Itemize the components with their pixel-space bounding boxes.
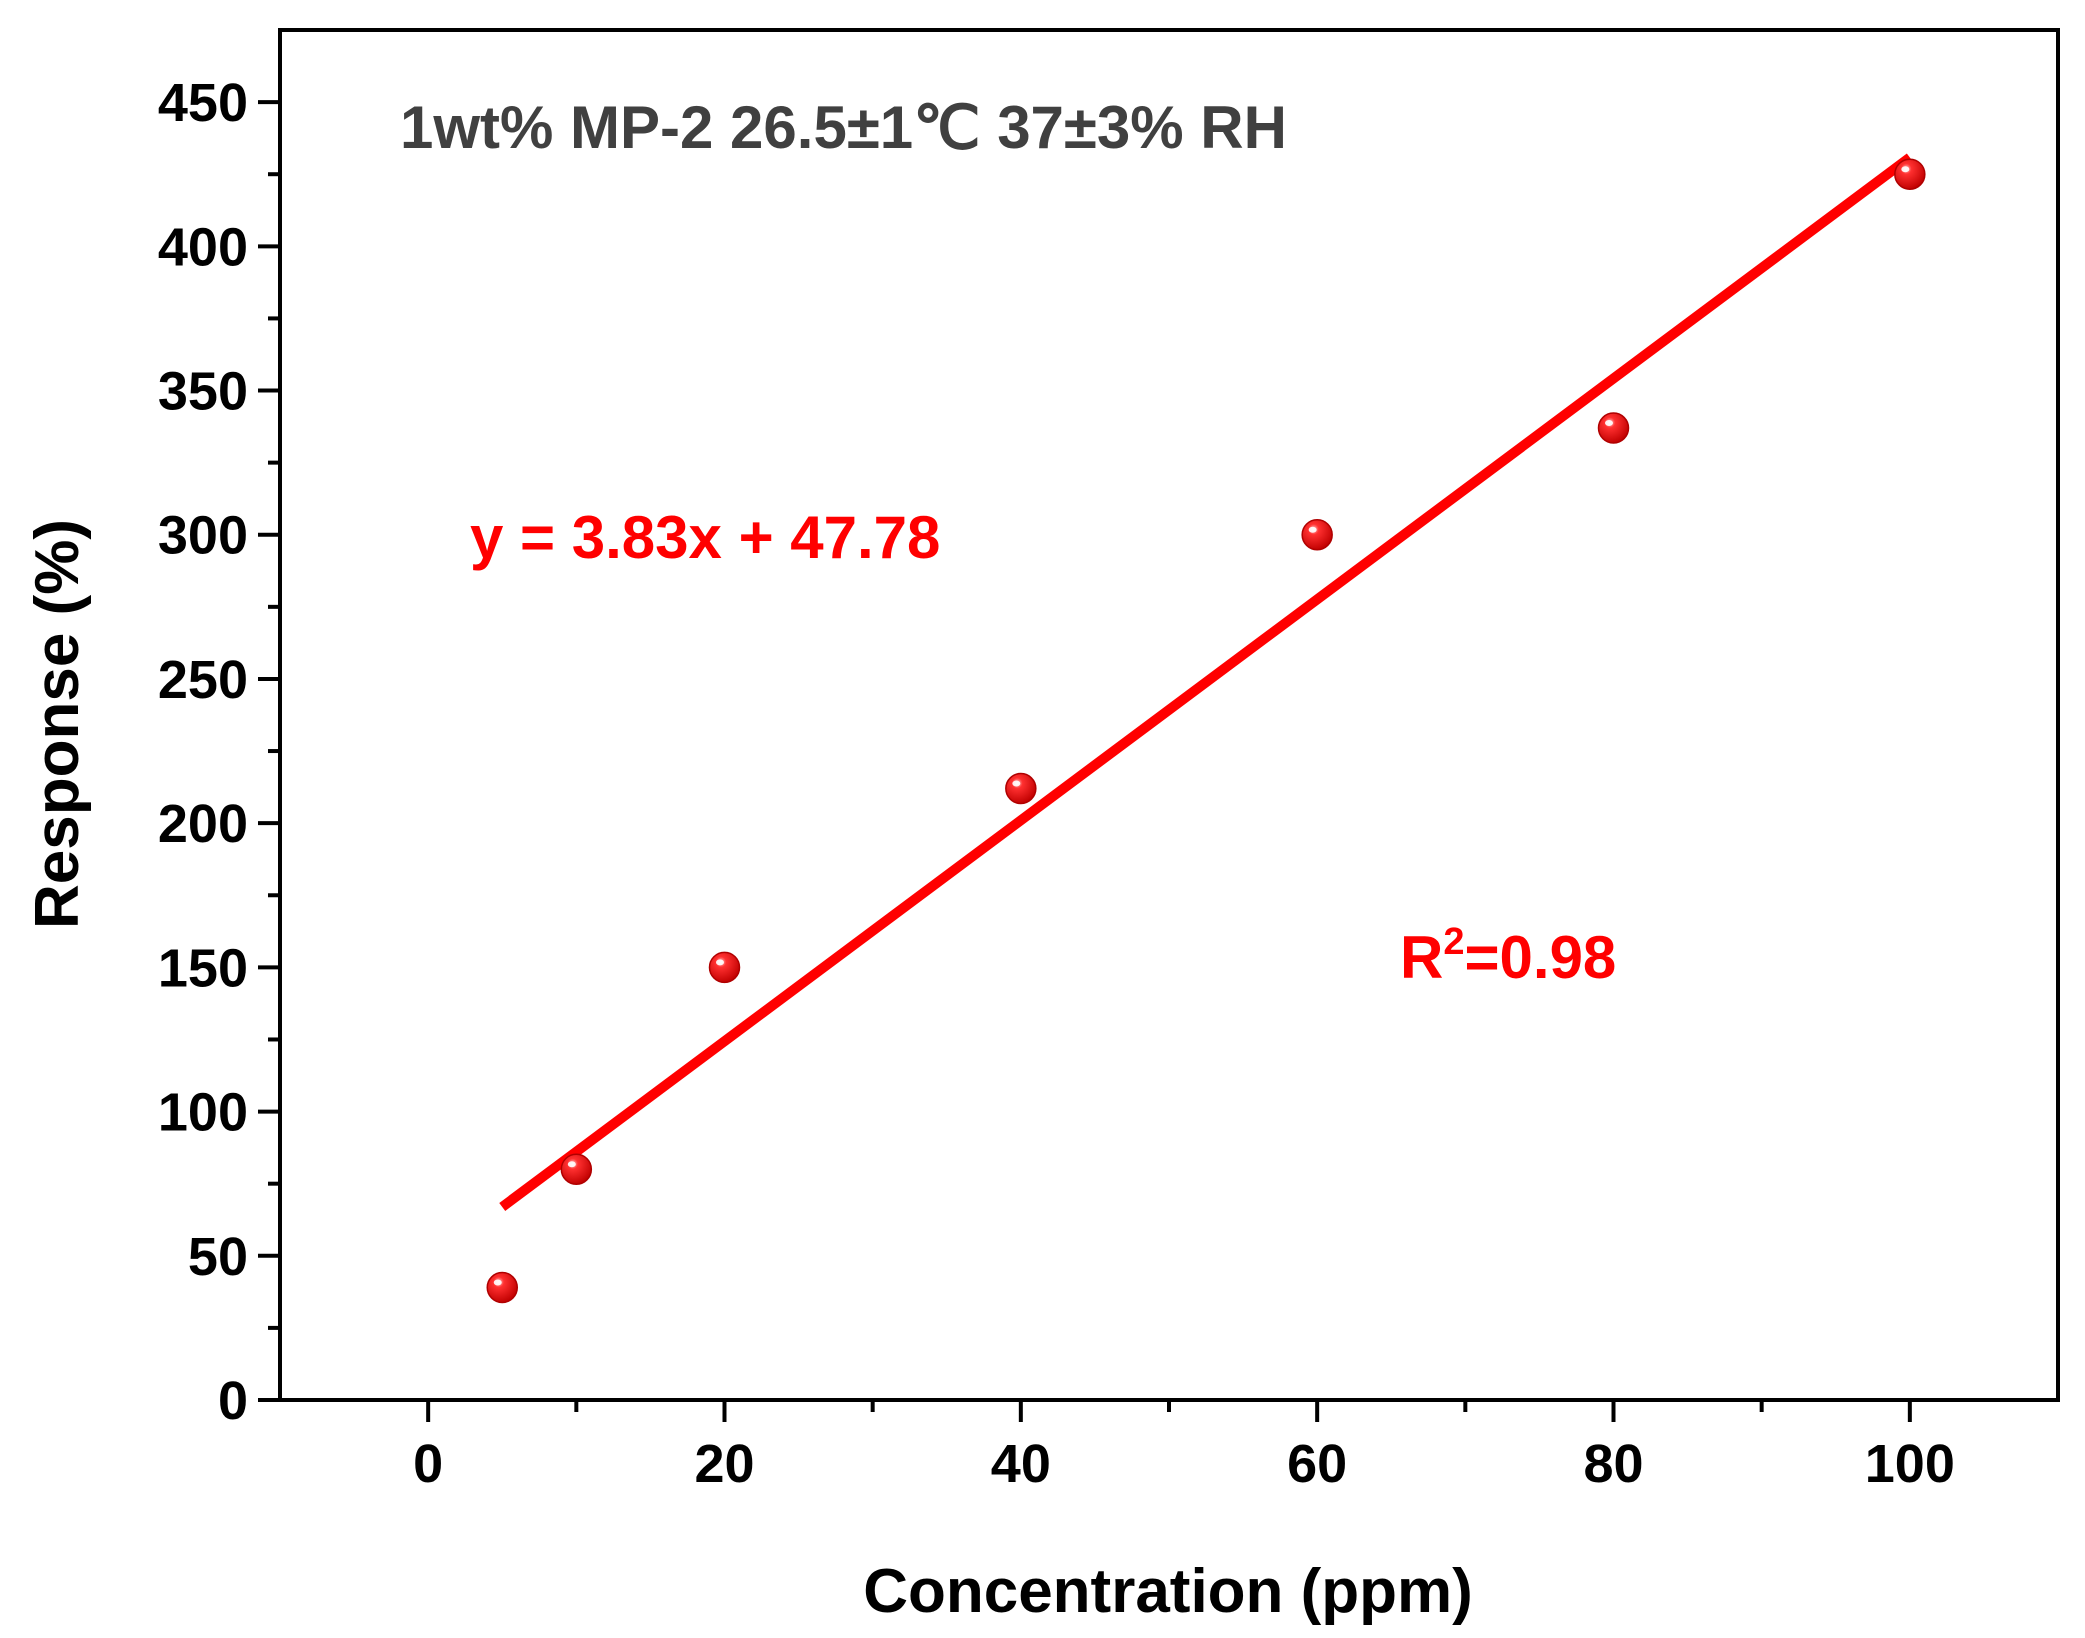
data-point <box>1301 518 1333 551</box>
fit-line <box>499 153 1913 1211</box>
axis-ticks <box>258 100 1912 1422</box>
data-point-ball <box>1894 158 1926 190</box>
x-axis-title: Concentration (ppm) <box>863 1557 1473 1626</box>
r2-value: =0.98 <box>1464 924 1616 991</box>
data-point-highlight <box>716 959 724 966</box>
data-point-ball <box>1005 772 1037 805</box>
data-point-ball <box>708 951 741 984</box>
x-tick-labels: 0 20 40 60 80 100 <box>413 1434 1955 1494</box>
data-point-ball <box>1597 412 1630 444</box>
x-tick-label: 0 <box>413 1434 443 1494</box>
y-tick-label: 450 <box>158 73 248 133</box>
data-point-highlight <box>1012 780 1021 787</box>
r2-prefix: R <box>1400 924 1443 991</box>
data-point-highlight <box>1605 420 1613 427</box>
data-point-ball <box>1301 518 1333 551</box>
y-tick-label: 350 <box>158 362 248 422</box>
data-point <box>708 951 741 984</box>
data-point-ball <box>560 1153 593 1186</box>
y-tick-label: 250 <box>158 650 248 710</box>
data-points <box>486 158 1926 1304</box>
condition-annotation: 1wt% MP-2 26.5±1℃ 37±3% RH <box>400 94 1287 161</box>
x-tick-label: 80 <box>1583 1434 1643 1494</box>
r-squared-annotation: R2=0.98 <box>1400 921 1616 991</box>
data-point-highlight <box>493 1279 502 1286</box>
y-axis-title: Response (%) <box>23 519 92 929</box>
fit-equation: y = 3.83x + 47.78 <box>470 504 940 571</box>
data-point-highlight <box>1308 526 1317 533</box>
fit-line-layer <box>499 153 1913 1211</box>
data-point <box>1894 158 1926 190</box>
x-tick-label: 40 <box>991 1434 1051 1494</box>
plot-frame <box>278 28 2060 1402</box>
y-tick-label: 400 <box>158 217 248 277</box>
x-tick-label: 60 <box>1287 1434 1347 1494</box>
data-point <box>560 1153 593 1186</box>
y-tick-label: 50 <box>188 1227 248 1287</box>
data-point-highlight <box>1901 166 1910 173</box>
data-point <box>1005 772 1037 805</box>
y-tick-label: 150 <box>158 938 248 998</box>
data-point-ball <box>486 1271 518 1304</box>
x-tick-label: 20 <box>694 1434 754 1494</box>
y-tick-label: 100 <box>158 1083 248 1143</box>
data-point <box>1597 412 1630 444</box>
y-tick-labels: 0 50 100 150 200 250 300 350 400 450 <box>158 73 248 1431</box>
data-point <box>486 1271 518 1304</box>
y-tick-label: 300 <box>158 506 248 566</box>
y-tick-label: 0 <box>218 1371 248 1431</box>
x-tick-label: 100 <box>1865 1434 1955 1494</box>
y-tick-label: 200 <box>158 794 248 854</box>
r2-superscript: 2 <box>1443 921 1464 963</box>
data-point-highlight <box>567 1161 576 1168</box>
